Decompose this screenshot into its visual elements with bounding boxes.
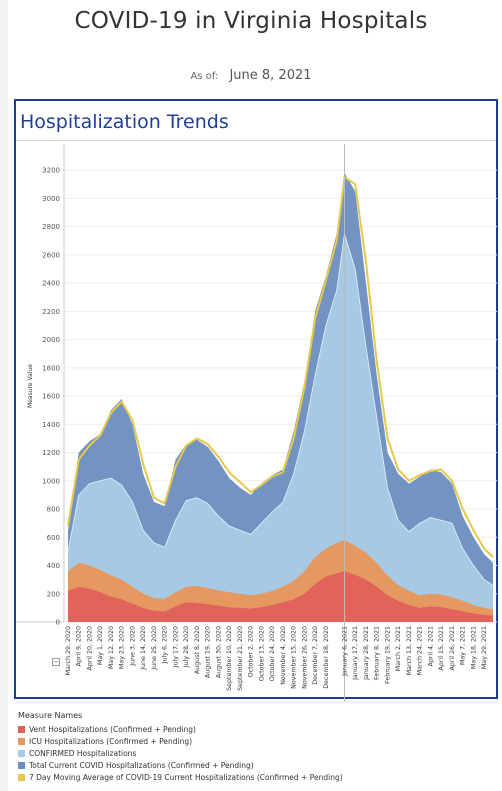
- x-tick-label: May 7, 2021: [460, 626, 467, 665]
- y-tick-label: 0: [56, 619, 60, 627]
- x-tick-label: October 13, 2020: [258, 626, 265, 681]
- moving-average-line: [67, 175, 494, 558]
- x-tick-label: December 18, 2020: [323, 626, 330, 689]
- x-tick-label: April 26, 2021: [449, 626, 456, 670]
- legend: Measure Names Vent Hospitalizations (Con…: [18, 711, 343, 783]
- x-tick-label: July 6, 2020: [162, 626, 169, 664]
- x-tick-label: July 17, 2020: [173, 626, 180, 668]
- legend-swatch: [18, 761, 25, 769]
- x-tick-label: May 29, 2021: [481, 626, 488, 669]
- legend-title: Measure Names: [18, 711, 83, 720]
- x-tick-label: October 2, 2020: [248, 626, 255, 677]
- legend-label: Total Current COVID Hospitalizations (Co…: [29, 760, 254, 770]
- x-tick-label: April 15, 2021: [438, 626, 445, 670]
- legend-item[interactable]: Total Current COVID Hospitalizations (Co…: [18, 759, 343, 771]
- x-tick-label: March 13, 2021: [406, 626, 413, 675]
- y-tick-label: 2600: [42, 251, 60, 259]
- y-tick-label: 800: [47, 506, 60, 514]
- as-of-label: As of:: [190, 71, 219, 82]
- y-tick-label: 1400: [42, 421, 60, 429]
- area-series-1: [68, 571, 493, 622]
- x-tick-label: December 7, 2020: [312, 626, 319, 685]
- x-tick-label: August 8, 2020: [194, 626, 201, 674]
- x-tick-label: August 19, 2020: [205, 626, 212, 678]
- legend-label: CONFIRMED Hospitalizations: [29, 748, 137, 758]
- y-tick-label: 3000: [42, 195, 60, 203]
- legend-label: Vent Hospitalizations (Confirmed + Pendi…: [29, 724, 196, 734]
- x-tick-label: June 3, 2020: [130, 626, 137, 667]
- x-tick-label: September 21, 2020: [237, 626, 244, 691]
- x-tick-label: November 15, 2020: [291, 626, 298, 689]
- as-of-date: June 8, 2021: [229, 68, 312, 83]
- x-tick-label: June 25, 2020: [151, 626, 158, 671]
- y-tick-label: 1000: [42, 477, 60, 485]
- chart-panel: [14, 99, 498, 699]
- y-tick-label: 1600: [42, 393, 60, 401]
- x-tick-label: January 28, 2021: [363, 626, 370, 681]
- x-tick-label: June 14, 2020: [140, 626, 147, 671]
- x-tick-label: February 19, 2021: [385, 626, 392, 684]
- page-title: COVID-19 in Virginia Hospitals: [74, 8, 428, 34]
- legend-label: 7 Day Moving Average of COVID-19 Current…: [29, 772, 343, 782]
- x-tick-label: November 26, 2020: [301, 626, 308, 689]
- x-tick-label: March 29, 2020: [65, 626, 72, 675]
- x-tick-label: April 9, 2020: [76, 626, 83, 666]
- legend-item[interactable]: CONFIRMED Hospitalizations: [18, 747, 343, 759]
- y-tick-label: 2000: [42, 336, 60, 344]
- legend-swatch: [18, 749, 25, 757]
- y-tick-label: 2400: [42, 280, 60, 288]
- y-tick-label: 600: [47, 534, 60, 542]
- area-series-3: [68, 233, 493, 622]
- x-tick-label: April 4, 2021: [428, 626, 435, 666]
- y-axis-label: Measure Value: [27, 364, 34, 408]
- x-tick-label: October 24, 2020: [269, 626, 276, 681]
- y-tick-label: 2200: [42, 308, 60, 316]
- x-tick-label: April 20, 2020: [87, 626, 94, 670]
- x-tick-label: July 28, 2020: [183, 626, 190, 668]
- x-tick-label: February 8, 2021: [374, 626, 381, 680]
- x-tick-label: May 18, 2021: [471, 626, 478, 669]
- panel-title: Hospitalization Trends: [20, 111, 229, 133]
- y-tick-label: 200: [47, 590, 60, 598]
- x-tick-label: March 24, 2021: [417, 626, 424, 675]
- collapse-toggle-icon[interactable]: −: [52, 658, 60, 666]
- y-tick-label: 1800: [42, 364, 60, 372]
- legend-item[interactable]: 7 Day Moving Average of COVID-19 Current…: [18, 771, 343, 783]
- legend-label: ICU Hospitalizations (Confirmed + Pendin…: [29, 736, 193, 746]
- x-tick-label: January 6, 2021: [342, 626, 349, 677]
- legend-item[interactable]: Vent Hospitalizations (Confirmed + Pendi…: [18, 723, 343, 735]
- confirmed-edge-line: [67, 233, 494, 586]
- y-tick-label: 3200: [42, 167, 60, 175]
- x-tick-label: January 17, 2021: [352, 626, 359, 681]
- left-edge-strip: [0, 0, 8, 791]
- panel-title-divider: [16, 140, 496, 141]
- x-tick-label: May 23, 2020: [119, 626, 126, 669]
- x-tick-label: August 30, 2020: [216, 626, 223, 678]
- x-tick-label: May 1, 2020: [97, 626, 104, 665]
- legend-swatch: [18, 737, 25, 745]
- legend-item[interactable]: ICU Hospitalizations (Confirmed + Pendin…: [18, 735, 343, 747]
- y-tick-label: 400: [47, 562, 60, 570]
- legend-swatch: [18, 725, 25, 733]
- y-tick-label: 1200: [42, 449, 60, 457]
- x-tick-label: September 10, 2020: [226, 626, 233, 691]
- x-tick-label: May 12, 2020: [108, 626, 115, 669]
- x-tick-label: November 4, 2020: [280, 626, 287, 685]
- as-of-line: As of: June 8, 2021: [0, 64, 502, 83]
- x-tick-label: March 2, 2021: [395, 626, 402, 671]
- y-tick-label: 2800: [42, 223, 60, 231]
- legend-swatch: [18, 773, 25, 781]
